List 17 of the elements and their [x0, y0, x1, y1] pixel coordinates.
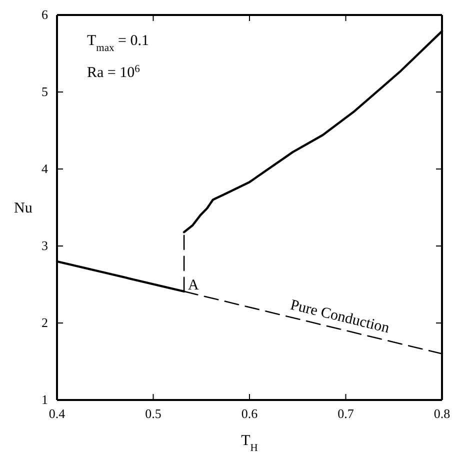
y-tick-label: 4 [42, 161, 48, 176]
annotation: T$_{max}$ = 0.1 [87, 33, 149, 54]
x-axis-title: T$_{H}$ [241, 433, 258, 454]
annotation: A [188, 277, 200, 294]
y-tick-label: 5 [42, 84, 48, 100]
x-tick-label: 0.7 [338, 406, 354, 422]
y-tick-label: 6 [42, 7, 48, 22]
x-tick-label: 0.5 [145, 406, 162, 422]
annotation: Pure Conduction [288, 297, 392, 337]
y-axis-title: Nu [14, 200, 33, 216]
annotation: Ra = 10$^{6}$ [87, 64, 140, 81]
y-tick-label: 3 [42, 238, 48, 254]
x-tick-label: 0.6 [241, 406, 258, 422]
y-tick-label: 1 [42, 392, 48, 408]
x-tick-label: 0.8 [434, 406, 450, 422]
x-tick-label: 0.4 [48, 406, 66, 422]
y-tick-label: 2 [42, 315, 48, 330]
